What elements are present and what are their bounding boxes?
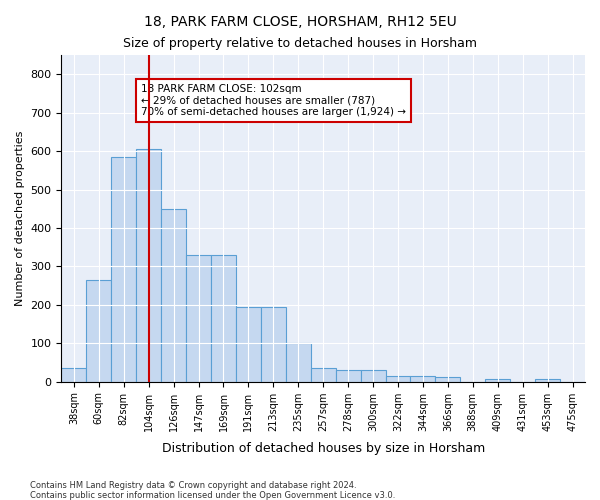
Text: 18 PARK FARM CLOSE: 102sqm
← 29% of detached houses are smaller (787)
70% of sem: 18 PARK FARM CLOSE: 102sqm ← 29% of deta…: [141, 84, 406, 117]
Bar: [335, 370, 361, 382]
Bar: [311, 368, 335, 382]
Text: Contains HM Land Registry data © Crown copyright and database right 2024.: Contains HM Land Registry data © Crown c…: [30, 481, 356, 490]
Bar: [410, 376, 436, 382]
Bar: [86, 280, 111, 382]
Bar: [485, 379, 510, 382]
Bar: [436, 377, 460, 382]
Text: Contains public sector information licensed under the Open Government Licence v3: Contains public sector information licen…: [30, 491, 395, 500]
Bar: [261, 306, 286, 382]
X-axis label: Distribution of detached houses by size in Horsham: Distribution of detached houses by size …: [161, 442, 485, 455]
Y-axis label: Number of detached properties: Number of detached properties: [15, 130, 25, 306]
Bar: [386, 376, 410, 382]
Bar: [236, 306, 261, 382]
Bar: [136, 149, 161, 382]
Text: 18, PARK FARM CLOSE, HORSHAM, RH12 5EU: 18, PARK FARM CLOSE, HORSHAM, RH12 5EU: [143, 15, 457, 29]
Bar: [535, 379, 560, 382]
Bar: [111, 157, 136, 382]
Bar: [361, 370, 386, 382]
Bar: [286, 343, 311, 382]
Bar: [186, 255, 211, 382]
Bar: [61, 368, 86, 382]
Text: Size of property relative to detached houses in Horsham: Size of property relative to detached ho…: [123, 38, 477, 51]
Bar: [211, 255, 236, 382]
Bar: [161, 208, 186, 382]
